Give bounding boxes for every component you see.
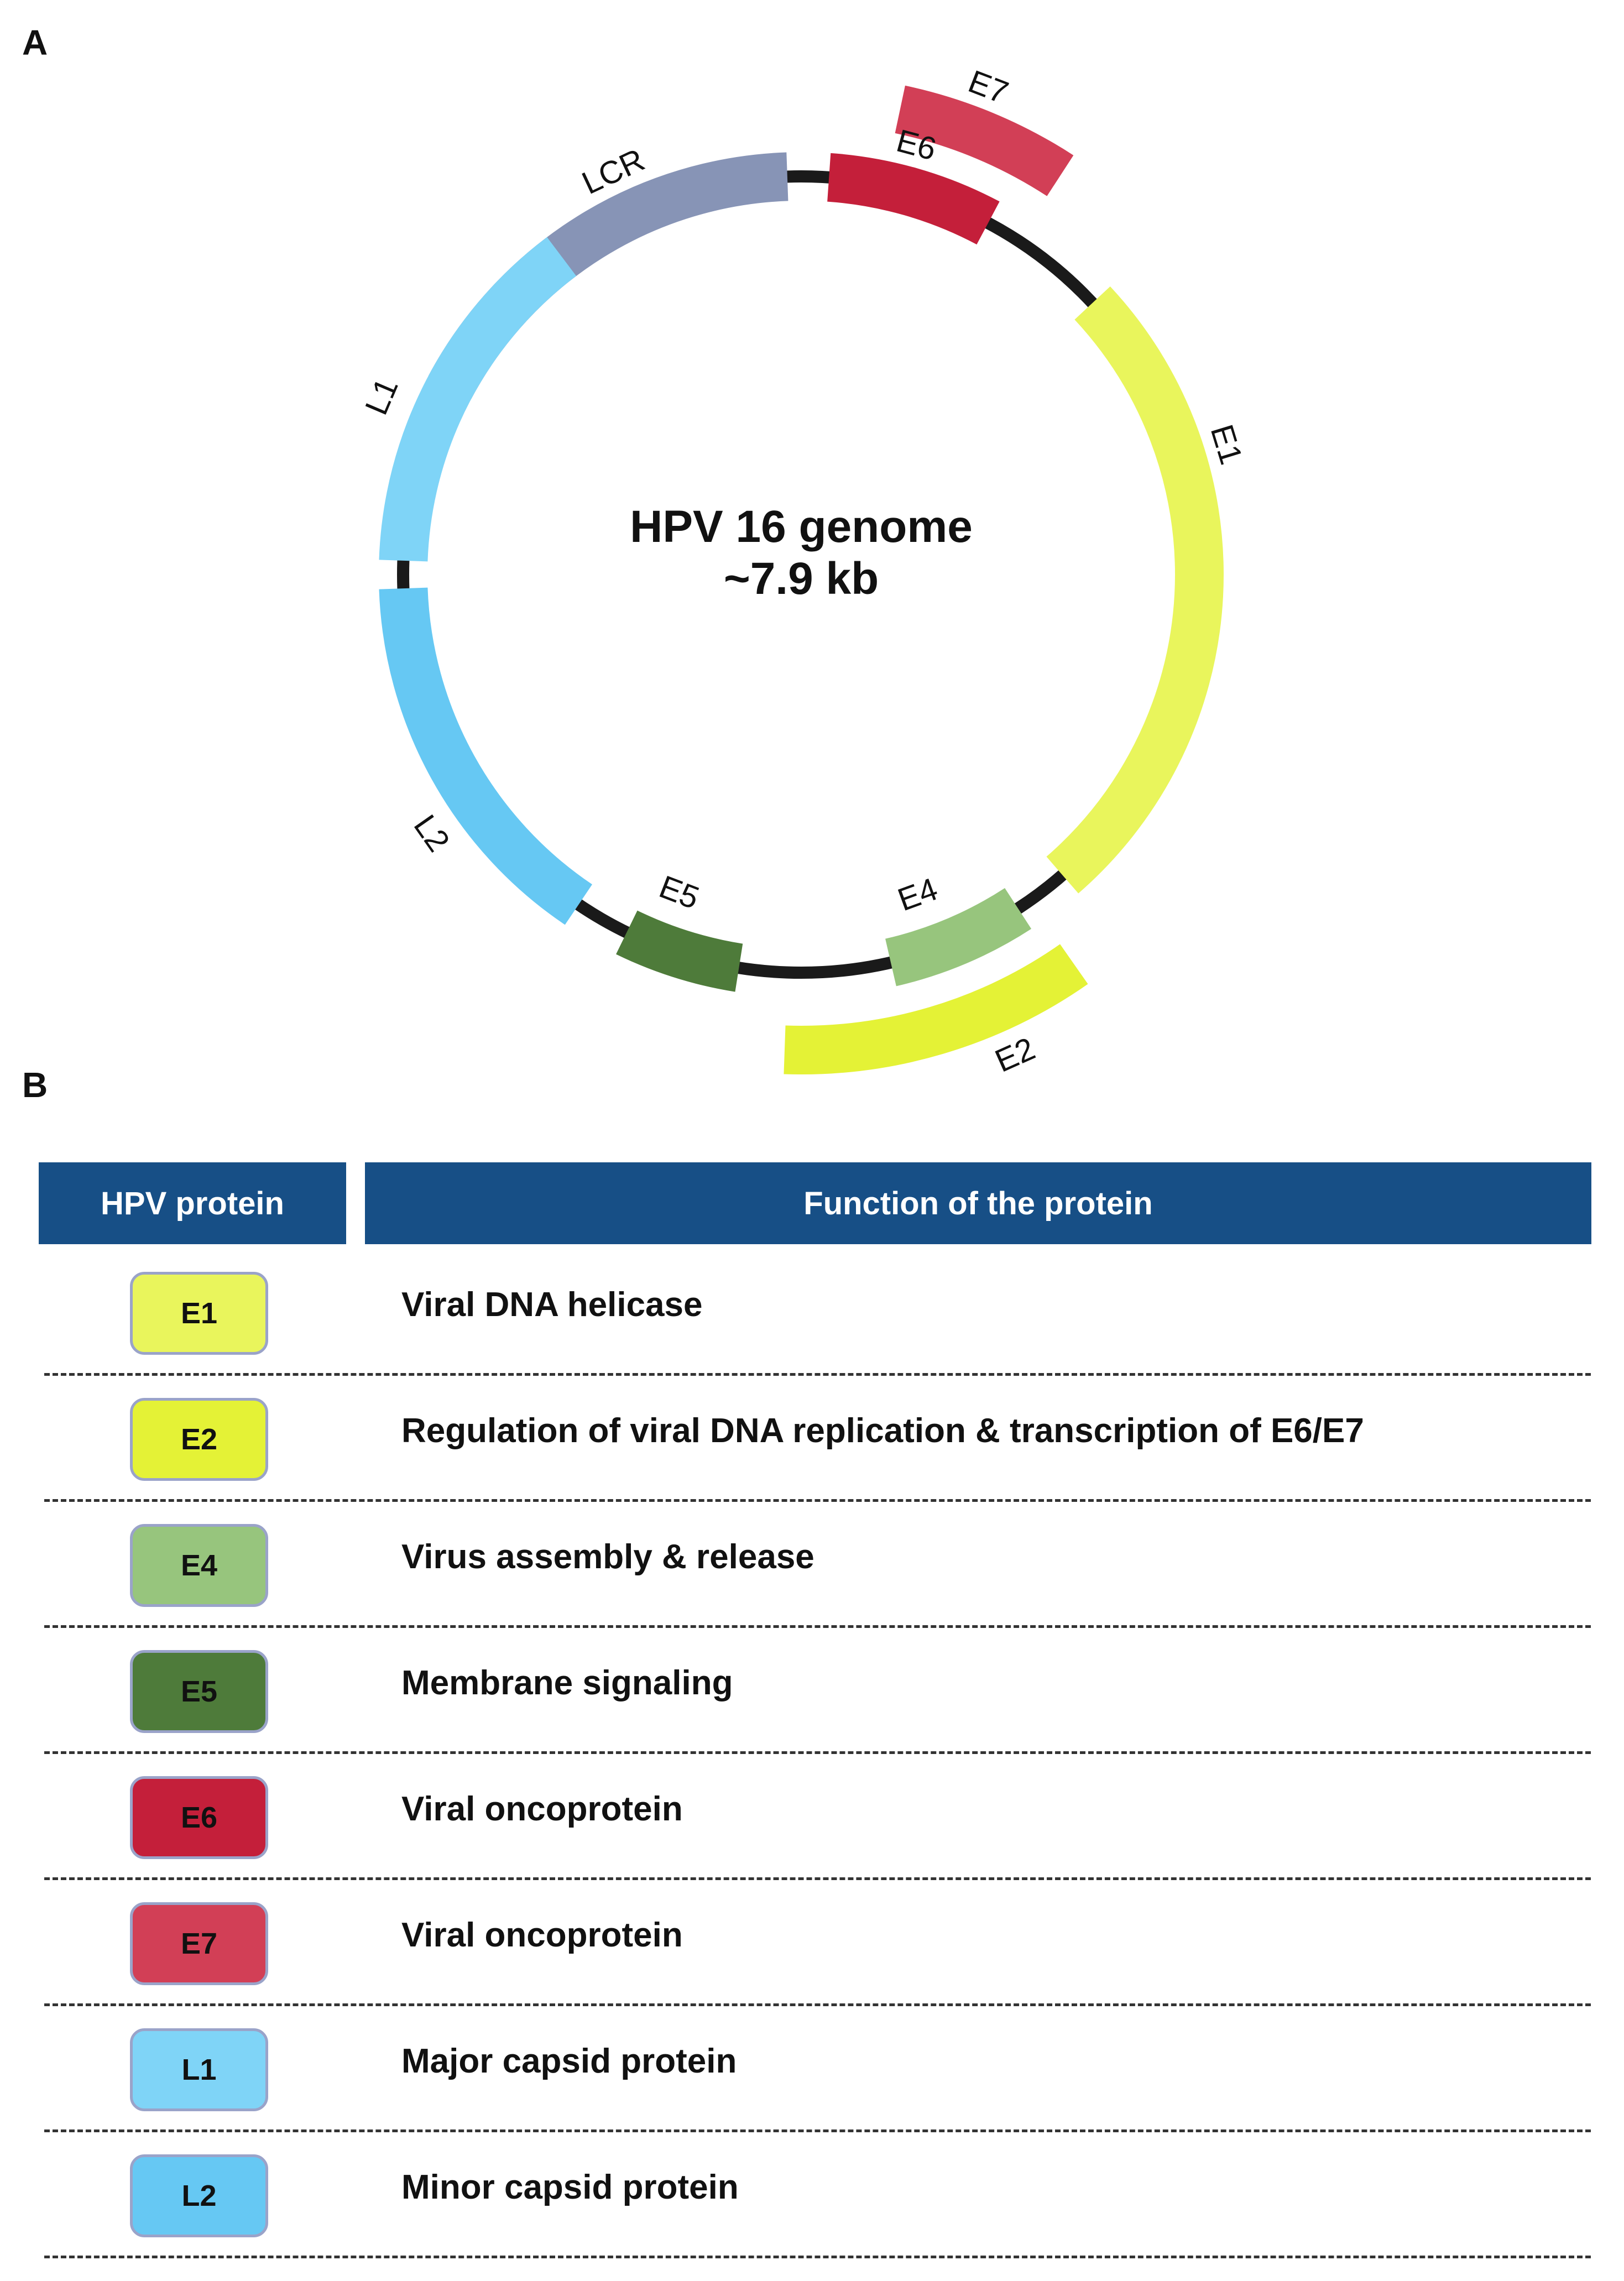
segment-e4 xyxy=(885,888,1032,986)
segment-e1 xyxy=(1046,286,1224,894)
genome-size: ~7.9 kb xyxy=(724,554,879,604)
segment-label-e4: E4 xyxy=(893,871,942,918)
segment-label-e2: E2 xyxy=(990,1031,1040,1079)
segment-label-l1: L1 xyxy=(358,373,405,420)
segment-l1 xyxy=(379,237,577,562)
segment-label-e7: E7 xyxy=(964,63,1014,111)
segment-l2 xyxy=(379,587,593,925)
row-divider xyxy=(44,1499,1591,1502)
protein-badge-e2: E2 xyxy=(130,1398,268,1481)
protein-function: Virus assembly & release xyxy=(401,1537,814,1576)
protein-badge-e4: E4 xyxy=(130,1524,268,1607)
protein-badge-e6: E6 xyxy=(130,1776,268,1859)
panel-b-label: B xyxy=(22,1065,48,1105)
protein-function: Viral DNA helicase xyxy=(401,1285,703,1324)
row-divider xyxy=(44,1877,1591,1880)
table-row: L2 Minor capsid protein xyxy=(0,2132,1624,2258)
protein-badge-e5: E5 xyxy=(130,1650,268,1733)
row-divider xyxy=(44,2256,1591,2258)
table-row: E2 Regulation of viral DNA replication & … xyxy=(0,1376,1624,1502)
segment-label-l2: L2 xyxy=(407,808,457,858)
segment-e2 xyxy=(784,944,1088,1074)
protein-function: Viral oncoprotein xyxy=(401,1789,683,1828)
protein-function: Viral oncoprotein xyxy=(401,1915,683,1954)
protein-function: Membrane signaling xyxy=(401,1663,733,1702)
table-row: E6 Viral oncoprotein xyxy=(0,1754,1624,1880)
row-divider xyxy=(44,1373,1591,1376)
table-row: E1 Viral DNA helicase xyxy=(0,1250,1624,1376)
segment-e5 xyxy=(616,910,743,992)
table-row: E4 Virus assembly & release xyxy=(0,1502,1624,1628)
segment-label-e5: E5 xyxy=(655,869,704,916)
header-function: Function of the protein xyxy=(365,1162,1591,1244)
segment-label-e1: E1 xyxy=(1204,420,1250,468)
genome-title: HPV 16 genome xyxy=(630,502,973,552)
protein-badge-e7: E7 xyxy=(130,1902,268,1985)
table-row: E5 Membrane signaling xyxy=(0,1628,1624,1754)
protein-badge-l2: L2 xyxy=(130,2154,268,2237)
row-divider xyxy=(44,1625,1591,1628)
segment-e7 xyxy=(895,85,1074,196)
header-hpv-protein: HPV protein xyxy=(39,1162,346,1244)
row-divider xyxy=(44,2129,1591,2132)
panel-a-label: A xyxy=(22,23,48,62)
row-divider xyxy=(44,2003,1591,2006)
protein-function: Major capsid protein xyxy=(401,2042,737,2080)
protein-badge-l1: L1 xyxy=(130,2028,268,2111)
segment-e6 xyxy=(827,153,1000,245)
table-row: L1 Major capsid protein xyxy=(0,2006,1624,2132)
protein-function: Minor capsid protein xyxy=(401,2168,739,2206)
row-divider xyxy=(44,1751,1591,1754)
protein-badge-e1: E1 xyxy=(130,1272,268,1355)
protein-function: Regulation of viral DNA replication & tr… xyxy=(401,1411,1364,1450)
table-row: E7 Viral oncoprotein xyxy=(0,1880,1624,2006)
